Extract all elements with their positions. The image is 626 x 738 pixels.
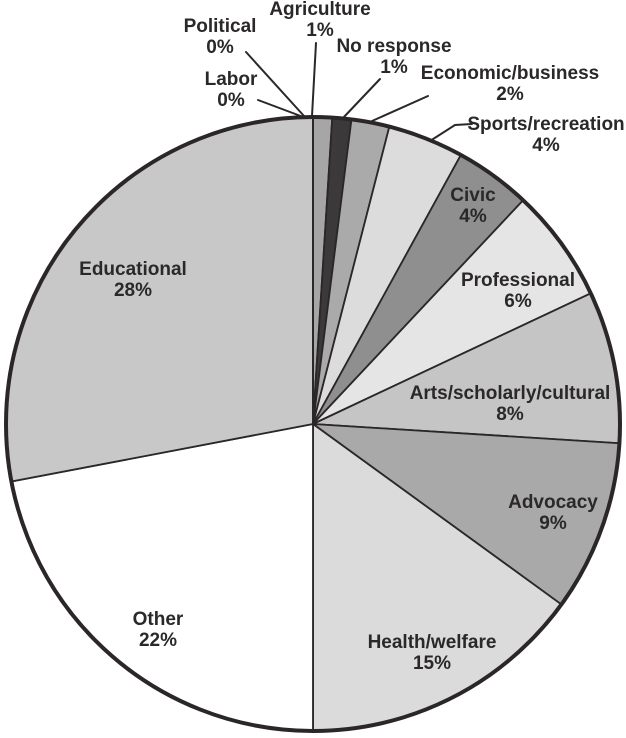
- slice-label-economic-business: Economic/business: [421, 63, 599, 84]
- slice-label-other-value: 22%: [139, 630, 177, 651]
- pie-outer-rim: [4, 115, 622, 733]
- slice-label-health-welfare-value: 15%: [413, 653, 451, 674]
- slice-label-labor-value: 0%: [217, 90, 245, 111]
- leader-line-economic-business: [371, 95, 429, 122]
- slice-label-educational-value: 28%: [114, 280, 152, 301]
- slice-label-agriculture: Agriculture: [269, 0, 370, 20]
- slice-label-arts-scholarly-cultural-value: 8%: [496, 404, 524, 425]
- slice-label-political-value: 0%: [206, 37, 234, 58]
- leader-line-political: [245, 51, 305, 117]
- slice-label-civic-value: 4%: [459, 206, 487, 227]
- slice-label-other: Other: [133, 609, 184, 630]
- slice-label-sports-recreation-value: 4%: [532, 135, 560, 156]
- slice-label-civic: Civic: [450, 185, 496, 206]
- slice-label-labor: Labor: [205, 69, 258, 90]
- slice-label-no-response-value: 1%: [380, 57, 408, 78]
- leader-line-sports-recreation: [429, 123, 473, 142]
- slice-label-advocacy: Advocacy: [508, 492, 598, 513]
- slice-label-health-welfare: Health/welfare: [368, 632, 497, 653]
- slice-label-political: Political: [184, 16, 257, 37]
- leader-line-labor: [257, 99, 307, 119]
- pie-slice-educational: [5, 116, 314, 483]
- slice-label-professional-value: 6%: [504, 291, 532, 312]
- slice-label-arts-scholarly-cultural: Arts/scholarly/cultural: [410, 383, 611, 404]
- slice-label-sports-recreation: Sports/recreation: [467, 114, 624, 135]
- leader-line-no-response: [342, 78, 381, 119]
- slice-label-no-response: No response: [336, 36, 451, 57]
- slice-label-professional: Professional: [461, 270, 575, 291]
- slice-label-educational: Educational: [79, 259, 187, 280]
- leader-line-agriculture: [311, 42, 317, 117]
- slice-label-agriculture-value: 1%: [306, 20, 334, 41]
- slice-label-economic-business-value: 2%: [496, 84, 524, 105]
- slice-label-advocacy-value: 9%: [539, 513, 567, 534]
